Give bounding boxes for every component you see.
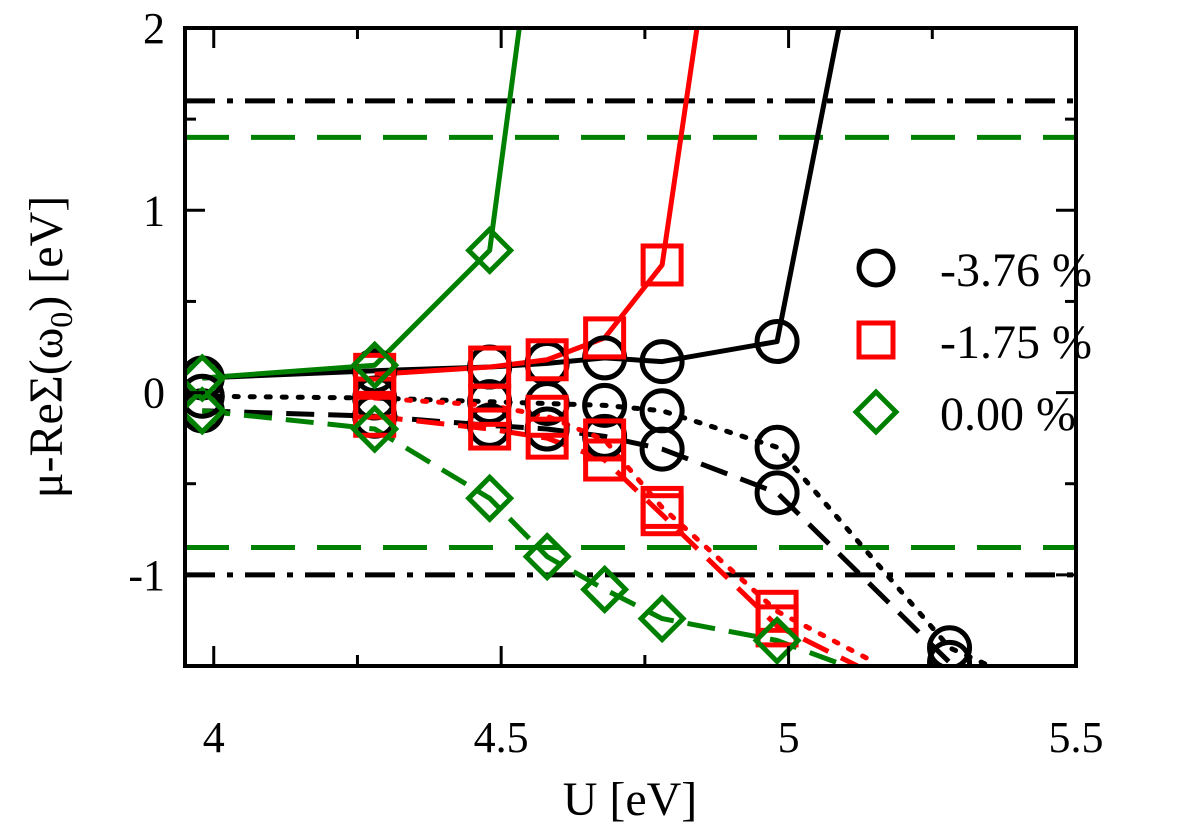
- x-tick-label: 4: [203, 713, 225, 762]
- series-3-marker: [752, 615, 802, 666]
- series-1-marker: [927, 625, 973, 666]
- tick-labels: 4 4.5 5 5.5 -1 0 1 2: [128, 4, 1103, 762]
- series-1-marker: [185, 373, 225, 419]
- series-markers: [185, 225, 973, 666]
- legend: -3.76 % -1.75 % 0.00 %: [852, 244, 1092, 441]
- series-3-marker: [637, 594, 687, 644]
- x-tick-label: 5: [778, 713, 800, 762]
- series-2-marker: [525, 416, 569, 460]
- series-2-marker: [468, 383, 512, 427]
- series-1-marker: [582, 382, 628, 428]
- series-2-marker: [583, 316, 627, 360]
- reference-lines: [185, 98, 1076, 578]
- series-2-marker: [640, 243, 684, 287]
- series-3-marker: [522, 532, 572, 582]
- series-2-marker: [353, 394, 397, 438]
- series-2-marker: [583, 438, 627, 482]
- series-3-marker: [465, 473, 515, 523]
- series-3-marker: [185, 353, 227, 403]
- series-2-marker: [468, 407, 512, 451]
- series-1-marker: [639, 426, 685, 472]
- y-axis-title-subscript: 0: [43, 312, 79, 328]
- series-2-marker: [525, 394, 569, 438]
- series-3-dashed-line: [201, 408, 847, 666]
- series-3-marker: [350, 340, 400, 390]
- series-1-marker: [754, 424, 800, 470]
- series-3-solid-line: [202, 28, 522, 381]
- series-1-marker: [927, 639, 973, 666]
- legend-label-series-3: 0.00 %: [940, 388, 1076, 441]
- series-1-marker: [754, 470, 800, 516]
- y-tick-label: 0: [143, 369, 165, 418]
- series-1-dashed-line: [202, 408, 962, 666]
- y-axis-title: μ-ReΣ(ω0) [eV]: [20, 196, 79, 498]
- series-2-marker: [525, 338, 569, 382]
- series-1-marker: [754, 319, 800, 365]
- legend-marker-series-2: [856, 320, 896, 360]
- x-tick-label: 5.5: [1049, 713, 1104, 762]
- series-1-dotted-line: [199, 393, 993, 666]
- legend-label-series-1: -3.76 %: [940, 244, 1092, 297]
- series-2-marker: [755, 604, 799, 648]
- axis-ticks: [185, 26, 1078, 668]
- legend-marker-series-3: [852, 388, 900, 436]
- x-tick-label: 4.5: [474, 713, 529, 762]
- legend-label-series-2: -1.75 %: [940, 316, 1092, 369]
- series-2-marker: [353, 352, 397, 396]
- plot-frame: [183, 26, 1078, 668]
- series-3-marker: [580, 564, 630, 614]
- series-2-marker: [640, 493, 684, 537]
- series-3-marker: [350, 404, 400, 454]
- y-tick-label: 1: [143, 186, 165, 235]
- series-3-marker: [185, 386, 227, 436]
- x-axis-title: U [eV]: [563, 773, 698, 826]
- series-1-solid-line: [202, 28, 842, 381]
- y-tick-label: 2: [143, 4, 165, 53]
- series-1-marker: [639, 339, 685, 385]
- legend-marker-series-1: [856, 248, 896, 288]
- y-tick-label: -1: [128, 551, 165, 600]
- series-3-marker: [465, 225, 515, 275]
